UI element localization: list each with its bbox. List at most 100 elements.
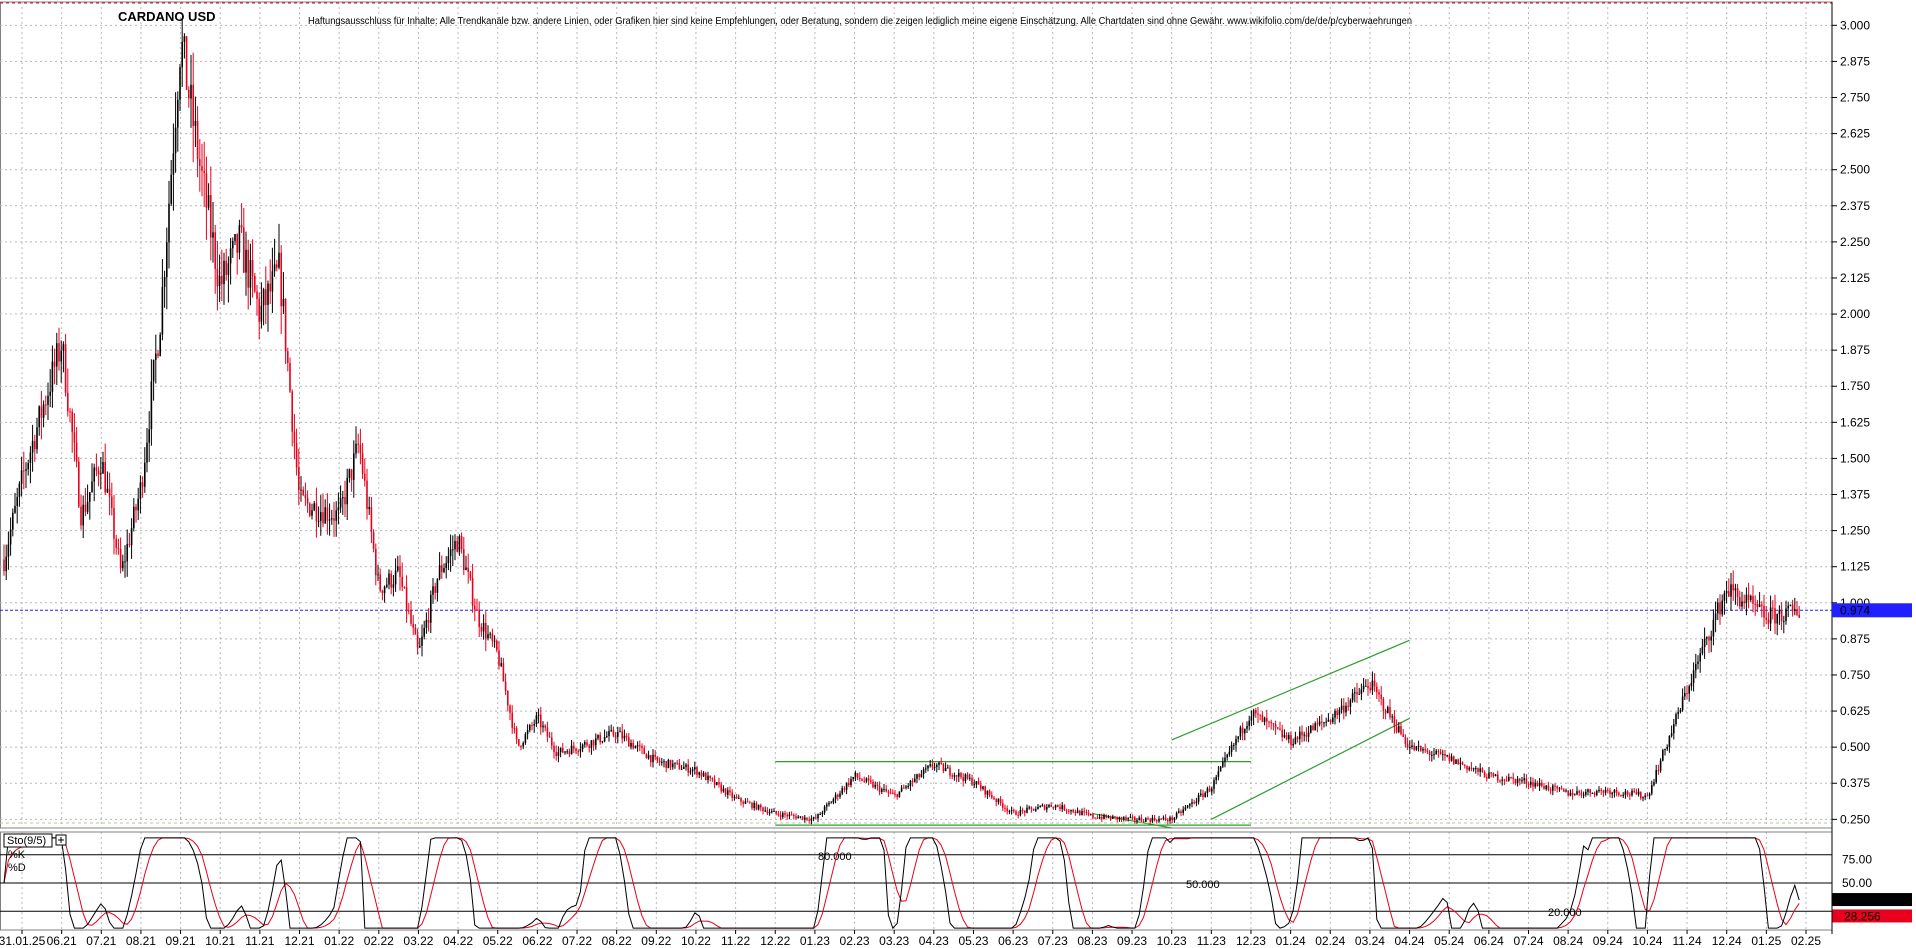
candle-body	[1673, 724, 1675, 734]
candle-body	[1140, 817, 1143, 821]
candle-body	[7, 544, 10, 557]
candle-body	[1301, 731, 1303, 736]
candle-body	[500, 663, 502, 666]
candle-body	[1285, 735, 1288, 740]
candle-body	[262, 289, 265, 306]
candle-body	[1433, 754, 1435, 756]
candle-body	[760, 804, 762, 808]
candle-body	[689, 771, 692, 773]
grid	[0, 1, 1833, 930]
candle-body	[876, 784, 879, 786]
candle-body	[115, 538, 117, 548]
candle-body	[764, 810, 766, 812]
candle-body	[410, 611, 412, 624]
candle-body	[1217, 771, 1220, 777]
candle-body	[1358, 693, 1360, 695]
candle-body	[1303, 734, 1305, 736]
candle-body	[379, 574, 381, 591]
candle-body	[482, 623, 485, 632]
x-tick-label: 04.24	[1395, 934, 1425, 948]
candle-body	[1360, 689, 1363, 694]
candle-body	[537, 714, 540, 716]
candle-body	[975, 781, 978, 785]
candle-body	[161, 286, 164, 335]
candle-body	[700, 772, 703, 777]
candle-body	[1708, 636, 1710, 641]
candle-body	[1538, 782, 1541, 786]
candle-body	[23, 470, 25, 472]
candle-body	[1593, 792, 1596, 795]
candle-body	[1182, 809, 1184, 813]
x-tick-label: 05.24	[1434, 934, 1464, 948]
candle-body	[1415, 746, 1418, 750]
candle-body	[342, 497, 344, 499]
candle-body	[1459, 762, 1462, 765]
candle-body	[1068, 810, 1070, 812]
candle-body	[1426, 750, 1429, 752]
candle-body	[1776, 613, 1778, 624]
candle-body	[988, 790, 991, 796]
trendline	[1171, 639, 1410, 741]
candle-body	[1224, 757, 1226, 762]
candle-body	[1732, 584, 1734, 591]
candle-body	[1204, 792, 1206, 797]
candle-body	[995, 799, 997, 802]
candle-body	[1219, 766, 1222, 772]
candle-body	[614, 735, 617, 738]
candle-body	[53, 361, 56, 367]
candle-body	[251, 260, 254, 276]
candle-body	[568, 751, 571, 755]
candle-body	[1340, 705, 1343, 710]
candle-body	[1439, 751, 1442, 755]
candle-body	[234, 234, 236, 241]
candle-body	[1094, 817, 1096, 819]
candle-body	[856, 773, 859, 778]
candle-body	[1431, 754, 1433, 756]
candle-body	[1569, 792, 1572, 796]
candle-body	[1164, 817, 1167, 820]
candle-body	[828, 802, 830, 805]
candle-body	[1162, 817, 1165, 819]
candle-body	[390, 573, 392, 588]
candle-body	[29, 452, 32, 463]
candle-body	[867, 778, 870, 781]
candle-body	[273, 264, 276, 272]
candle-body	[1316, 723, 1319, 725]
x-tick-label: 12.22	[760, 934, 790, 948]
candle-body	[229, 248, 232, 264]
candle-body	[364, 473, 366, 481]
candle-body	[1384, 710, 1387, 714]
candle-body	[531, 725, 533, 727]
candle-body	[1556, 786, 1558, 789]
candle-body	[1719, 602, 1721, 615]
candle-body	[1604, 789, 1607, 793]
candle-body	[1310, 725, 1312, 733]
candle-body	[1026, 807, 1028, 813]
candle-body	[1549, 789, 1552, 791]
candle-body	[476, 609, 478, 611]
candle-body	[1274, 724, 1277, 728]
candle-body	[584, 742, 586, 745]
candle-body	[425, 619, 428, 629]
candle-body	[1281, 729, 1283, 738]
candle-body	[1103, 814, 1105, 819]
candle-body	[777, 813, 780, 815]
candle-body	[551, 737, 553, 746]
last-d-label: 28.256	[1844, 909, 1881, 923]
candle-body	[1008, 811, 1011, 813]
candle-body	[106, 488, 109, 493]
candle-body	[1138, 817, 1140, 821]
candle-body	[1651, 785, 1653, 794]
candle-body	[608, 730, 610, 737]
y-tick-label: 1.500	[1840, 451, 1870, 465]
y-tick-label: 0.875	[1840, 632, 1870, 646]
candle-body	[267, 283, 269, 305]
candle-body	[1585, 791, 1587, 795]
candle-body	[731, 792, 733, 798]
candle-body	[128, 544, 131, 546]
candle-body	[1494, 774, 1497, 777]
candle-body	[672, 763, 674, 768]
candle-body	[71, 411, 73, 433]
candle-body	[859, 777, 861, 780]
candle-body	[1323, 722, 1325, 724]
